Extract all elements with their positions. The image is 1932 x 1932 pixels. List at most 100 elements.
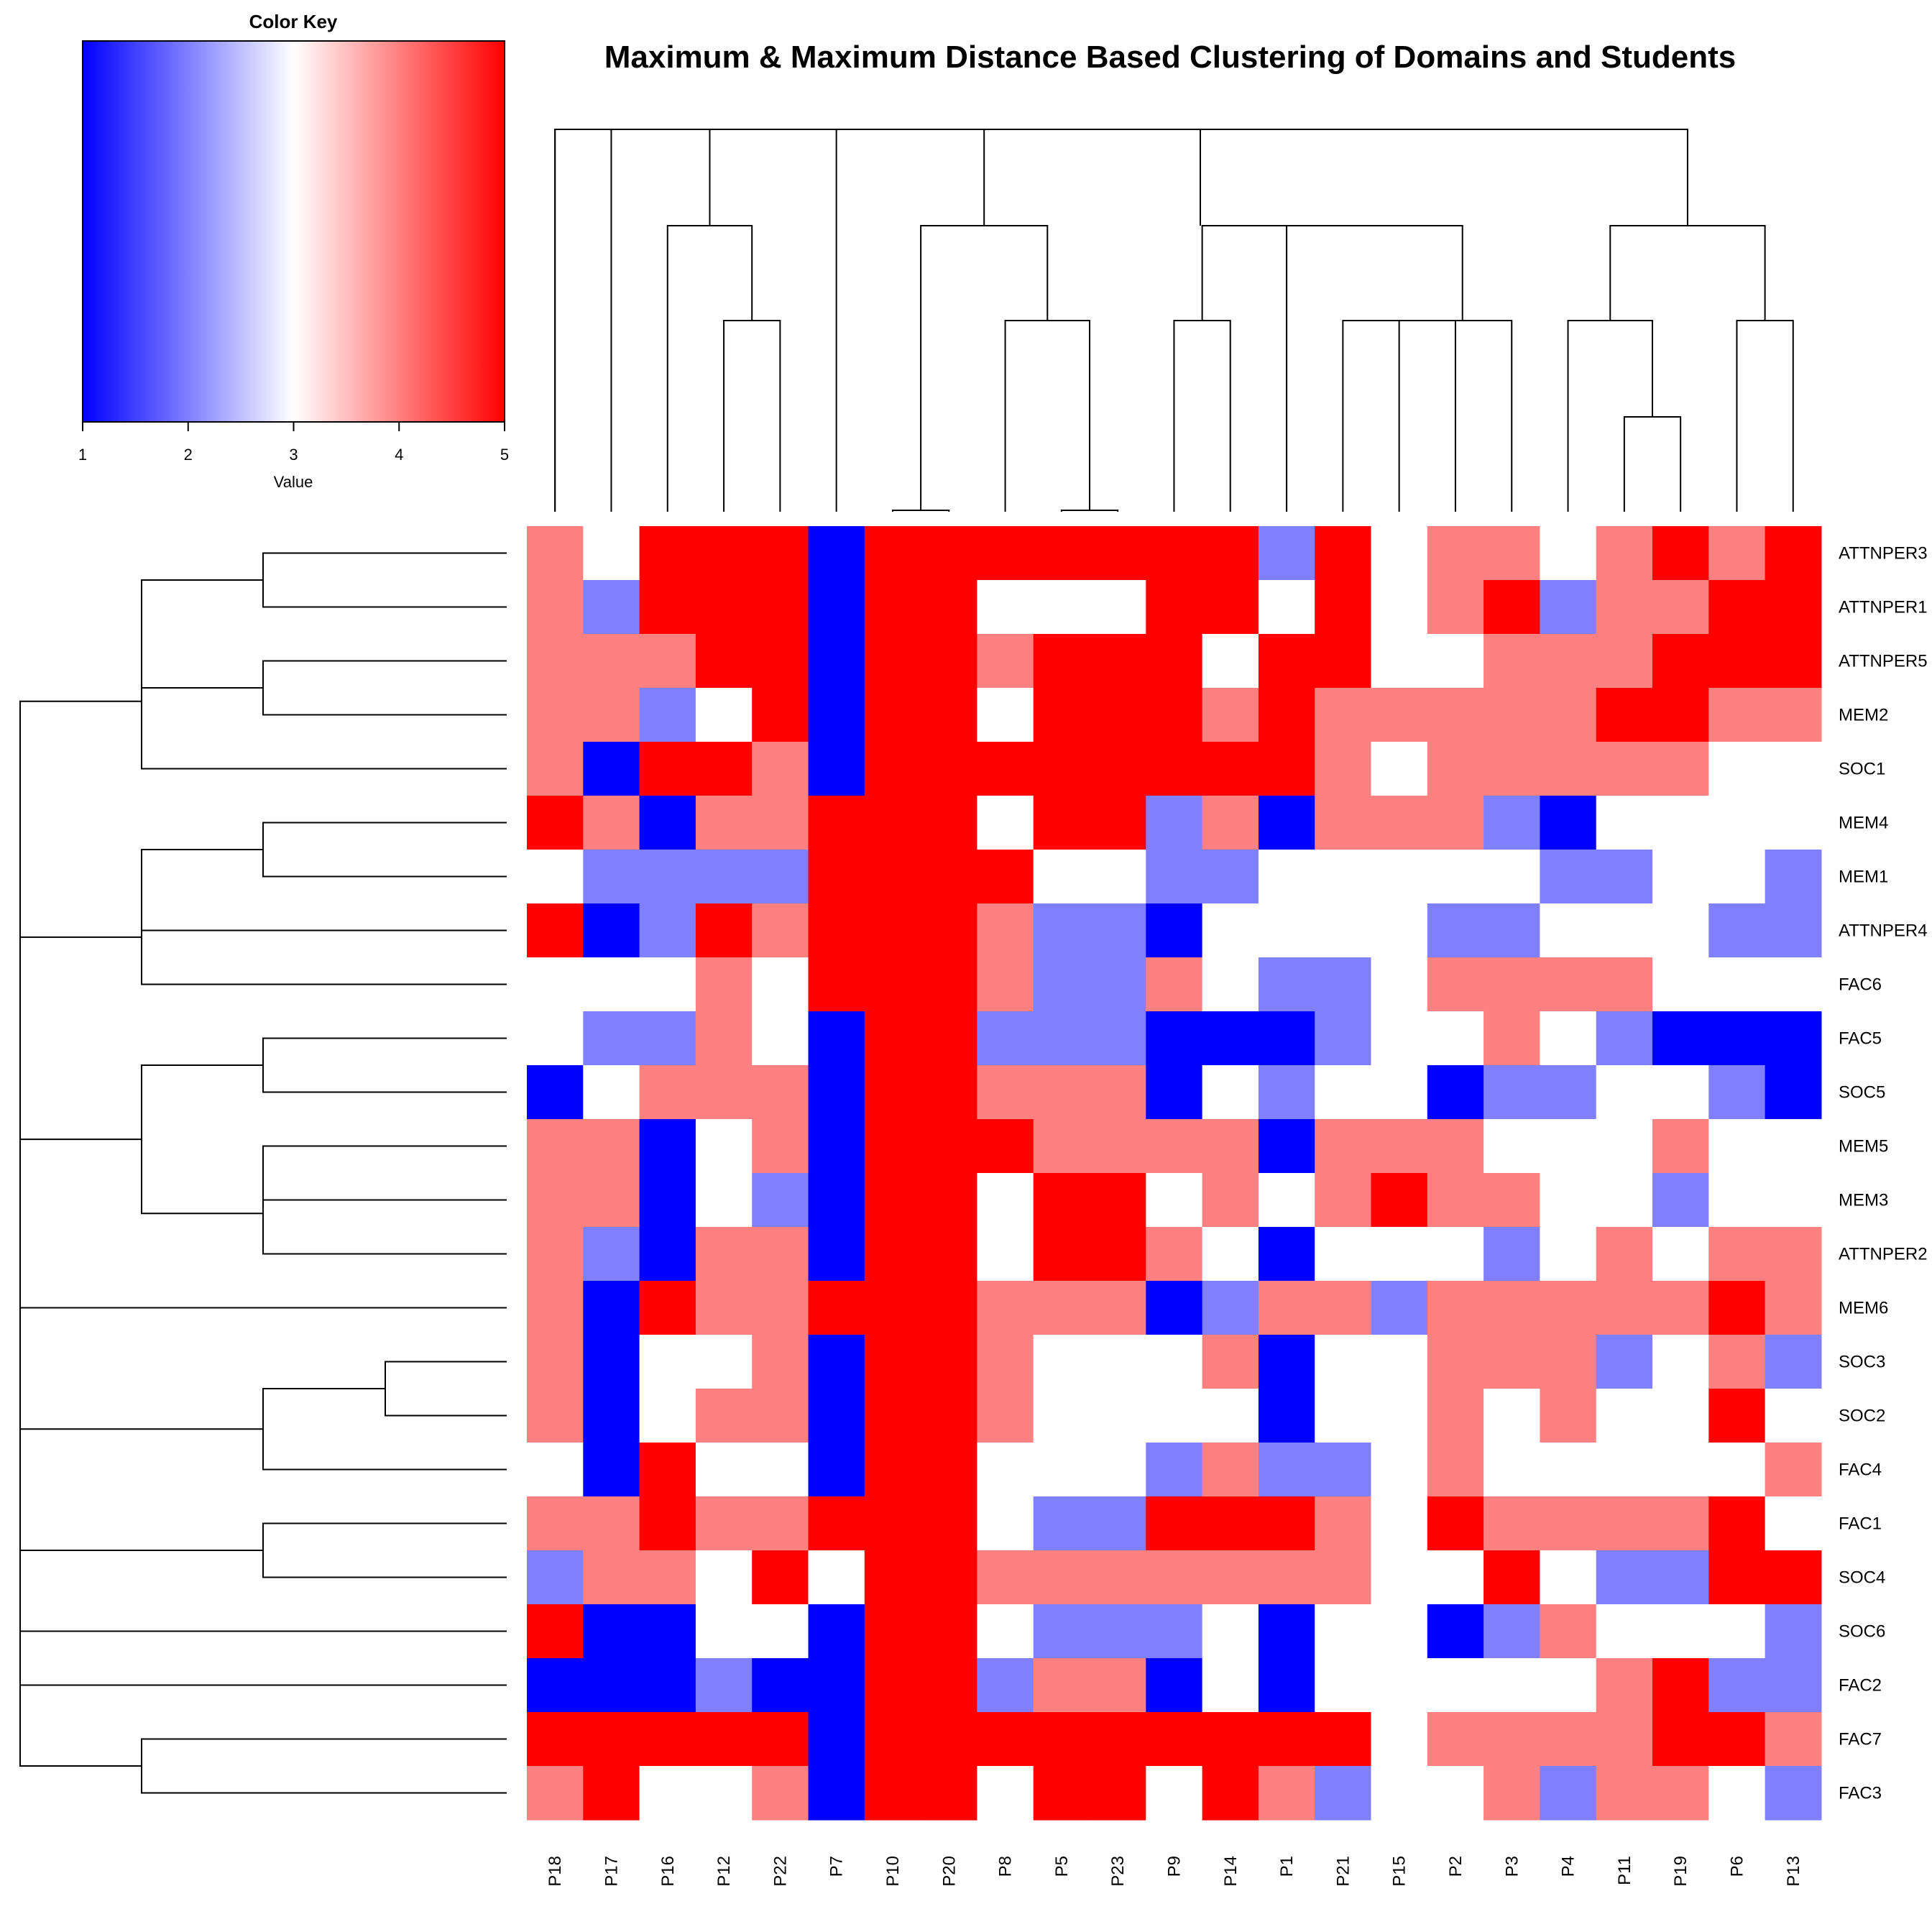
heatmap-cell xyxy=(527,688,584,742)
heatmap-cell xyxy=(1427,1604,1484,1659)
heatmap-cell xyxy=(639,957,696,1012)
heatmap-cell xyxy=(1090,1119,1146,1174)
heatmap-cell xyxy=(1146,634,1203,689)
heatmap-cell xyxy=(977,1550,1034,1605)
heatmap-cell xyxy=(639,1227,696,1282)
heatmap-cell xyxy=(1371,634,1428,689)
dendrogram-branch xyxy=(19,1615,142,1767)
heatmap-cell xyxy=(864,796,921,850)
heatmap-cell xyxy=(977,1335,1034,1389)
dendrogram-branch xyxy=(19,819,142,1141)
heatmap-cell xyxy=(1258,1443,1315,1497)
heatmap-cell xyxy=(1708,1335,1766,1389)
row-label: MEM1 xyxy=(1839,868,1888,887)
heatmap-cell xyxy=(1765,1173,1822,1228)
heatmap-cell xyxy=(1146,1496,1203,1551)
heatmap-cell xyxy=(1315,1011,1372,1066)
column-label: P2 xyxy=(1446,1856,1466,1877)
heatmap-cell xyxy=(1708,1389,1766,1443)
heatmap-cell xyxy=(1090,1173,1146,1228)
heatmap-cell xyxy=(1540,850,1597,904)
heatmap-cell xyxy=(1315,1604,1372,1659)
row-label: SOC1 xyxy=(1839,760,1885,779)
heatmap-cell xyxy=(921,1173,978,1228)
heatmap-cell xyxy=(695,688,753,742)
heatmap-cell xyxy=(527,1658,584,1713)
heatmap-cell xyxy=(752,1281,809,1335)
heatmap-cell xyxy=(1371,1604,1428,1659)
heatmap-cell xyxy=(1090,1443,1146,1497)
heatmap-cell xyxy=(1708,1766,1766,1821)
heatmap-cell xyxy=(1708,1604,1766,1659)
heatmap-cell xyxy=(752,742,809,796)
heatmap-cell xyxy=(1540,1227,1597,1282)
heatmap-cell xyxy=(864,688,921,742)
heatmap-cell xyxy=(583,1173,640,1228)
heatmap-cell xyxy=(583,850,640,904)
heatmap-cell xyxy=(752,1065,809,1120)
heatmap-cell xyxy=(1033,1389,1090,1443)
color-key-tick-label: 3 xyxy=(289,446,298,464)
heatmap-cell xyxy=(1596,957,1653,1012)
heatmap-cell xyxy=(1202,1604,1259,1659)
color-key: Color Key 1 2 3 4 5 Value xyxy=(78,11,509,491)
heatmap-cell xyxy=(1258,850,1315,904)
heatmap-cell xyxy=(977,742,1034,796)
heatmap-cell xyxy=(921,1712,978,1767)
heatmap-cell xyxy=(808,850,865,904)
heatmap-cell xyxy=(752,1658,809,1713)
heatmap-cell xyxy=(1652,1496,1709,1551)
heatmap-cell xyxy=(1258,1065,1315,1120)
heatmap-cell xyxy=(1427,1119,1484,1174)
heatmap-cell xyxy=(1427,903,1484,958)
heatmap-cell xyxy=(1596,1766,1653,1821)
color-key-ticks: 1 2 3 4 5 xyxy=(78,422,509,464)
heatmap-cell xyxy=(1090,1766,1146,1821)
heatmap-cell xyxy=(921,1119,978,1174)
heatmap-cell xyxy=(639,1604,696,1659)
heatmap-cell xyxy=(1146,1011,1203,1066)
heatmap-cell xyxy=(752,1712,809,1767)
heatmap-cell xyxy=(695,850,753,904)
heatmap-cell xyxy=(1765,1496,1822,1551)
heatmap-cell xyxy=(752,1604,809,1659)
heatmap-cell xyxy=(752,1119,809,1174)
heatmap-cell xyxy=(1427,688,1484,742)
heatmap-cell xyxy=(1484,1011,1540,1066)
color-key-tick-label: 1 xyxy=(78,446,87,464)
heatmap-cell xyxy=(527,1766,584,1821)
heatmap-cell xyxy=(1652,1227,1709,1282)
column-label: P13 xyxy=(1784,1856,1803,1887)
heatmap-cell xyxy=(808,1065,865,1120)
heatmap-cell xyxy=(1146,796,1203,850)
heatmap-cell xyxy=(1315,1281,1372,1335)
heatmap-cell xyxy=(695,1227,753,1282)
heatmap-cell xyxy=(1540,1389,1597,1443)
heatmap-cell xyxy=(1596,1712,1653,1767)
heatmap-cell xyxy=(1033,1065,1090,1120)
heatmap-cell xyxy=(808,688,865,742)
heatmap-cell xyxy=(1258,1604,1315,1659)
heatmap-cell xyxy=(1090,1658,1146,1713)
heatmap-cell xyxy=(1146,850,1203,904)
column-label: P18 xyxy=(546,1856,565,1887)
heatmap-cell xyxy=(1202,1658,1259,1713)
heatmap-cell xyxy=(639,1281,696,1335)
heatmap-cell xyxy=(1652,1712,1709,1767)
heatmap-cell xyxy=(1652,742,1709,796)
heatmap-cell xyxy=(1540,957,1597,1012)
heatmap-cell xyxy=(1427,1658,1484,1713)
heatmap-cell xyxy=(695,1281,753,1335)
heatmap-cell xyxy=(695,796,753,850)
dendrogram-branch xyxy=(920,225,1049,510)
heatmap-cell xyxy=(1033,1550,1090,1605)
heatmap-cell xyxy=(864,850,921,904)
heatmap-cell xyxy=(1090,957,1146,1012)
heatmap-cell xyxy=(752,1443,809,1497)
heatmap-cell xyxy=(583,1011,640,1066)
column-label: P20 xyxy=(939,1856,959,1887)
heatmap-cell xyxy=(527,1227,584,1282)
heatmap-cell xyxy=(1540,1496,1597,1551)
heatmap-cell xyxy=(1033,1173,1090,1228)
heatmap-cell xyxy=(1484,526,1540,581)
